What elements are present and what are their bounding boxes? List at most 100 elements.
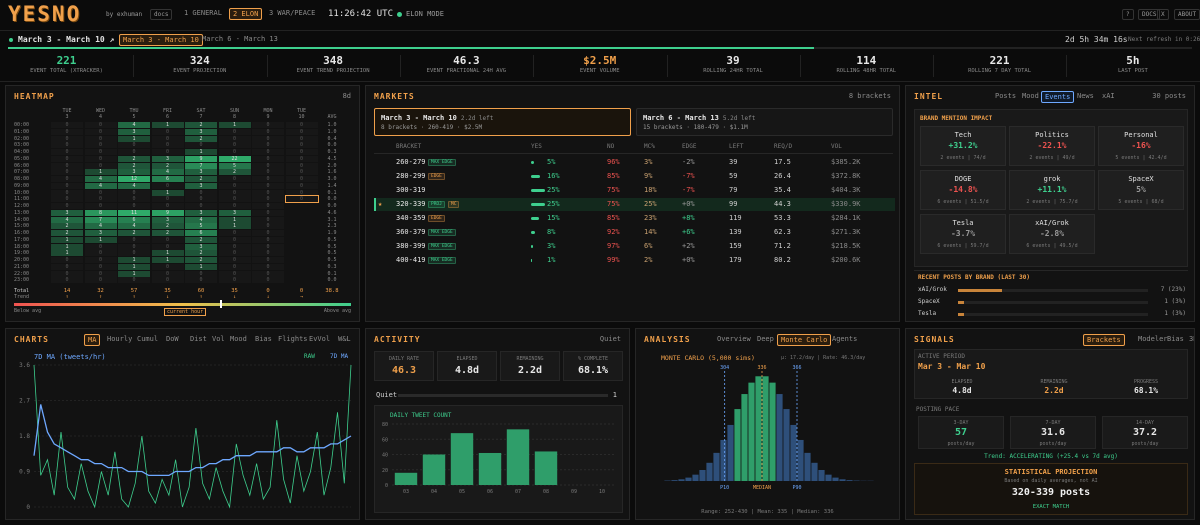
nav-tab[interactable]: MA xyxy=(84,334,101,346)
bar-track xyxy=(958,301,1148,304)
event-card-head: March 3 - March 10 2.2d left xyxy=(381,113,493,122)
hour-label: 17:00 xyxy=(14,236,30,243)
heat-cell: 0 xyxy=(84,149,117,155)
heat-cell: 6 xyxy=(151,176,184,182)
star-icon: ★ xyxy=(378,200,383,208)
nav-tab[interactable]: xAI xyxy=(1102,92,1115,100)
nav-tab[interactable]: News xyxy=(1077,92,1094,100)
heat-cell: 4 xyxy=(118,122,150,128)
stat-value: 68.1% xyxy=(577,365,609,376)
event-card-tab[interactable]: March 3 - March 10 2.2d left 8 brackets · … xyxy=(374,108,631,136)
pace-value: 57 xyxy=(954,427,968,438)
nav-tab[interactable]: EvVol xyxy=(309,335,331,343)
nav-tab[interactable]: Posts xyxy=(995,92,1017,100)
yes-price: 8% xyxy=(547,228,556,236)
nav-tab[interactable]: 2 ELON xyxy=(229,8,263,20)
nav-tab[interactable]: 3D xyxy=(1189,335,1194,343)
stat-value: 39 xyxy=(726,54,740,67)
tag: EDGE xyxy=(428,215,445,222)
nav-tab[interactable]: Bias xyxy=(255,335,272,343)
nav-tab[interactable]: Events xyxy=(1041,91,1075,103)
header-button[interactable]: X xyxy=(1157,9,1169,20)
divider xyxy=(666,55,668,77)
nav-tab[interactable]: Cumul xyxy=(137,335,159,343)
heat-cell: 0 xyxy=(151,203,184,209)
trend-value: ↑ xyxy=(98,294,102,300)
heat-cell: 0 xyxy=(118,142,150,149)
nav-tab[interactable]: 3 WAR/PEACE xyxy=(269,9,316,17)
nav-tab[interactable]: March 6 - March 13 xyxy=(202,35,278,43)
nav-tab[interactable]: Mood xyxy=(230,335,247,343)
nav-tab[interactable]: Flights xyxy=(278,335,308,343)
heat-cell: 0 xyxy=(252,182,284,189)
bar xyxy=(506,429,530,485)
nav-tab[interactable]: Vol xyxy=(212,335,225,343)
header-button[interactable]: ? xyxy=(1122,9,1134,20)
stat-label: REMAINING xyxy=(1040,379,1068,385)
heat-cell: 0 xyxy=(51,182,83,189)
header-button[interactable]: ABOUT xyxy=(1174,9,1200,20)
column-header: REQ/D xyxy=(774,143,793,150)
nav-tab[interactable]: Overview xyxy=(717,335,751,343)
req-per-day: 26.4 xyxy=(774,172,791,180)
nav-tab[interactable]: Monte Carlo xyxy=(777,334,832,346)
pace-box: 7-DAY 31.6 posts/day xyxy=(1010,416,1096,449)
column-header: BRACKET xyxy=(396,143,422,150)
hour-label: 11:00 xyxy=(14,196,30,203)
bar xyxy=(394,472,418,485)
nav-tab[interactable]: DoW xyxy=(166,335,179,343)
marker-value: 336 xyxy=(757,365,766,371)
avg-value: 4.6 xyxy=(327,209,337,216)
heat-cell: 0 xyxy=(218,189,251,196)
event-card-tab[interactable]: March 6 - March 13 5.2d left 15 brackets ·… xyxy=(636,108,893,136)
mc-prob: 3% xyxy=(644,158,653,166)
histogram-bar xyxy=(692,474,699,481)
heat-cell: 0 xyxy=(252,196,284,203)
heat-cell: 1 xyxy=(51,236,83,243)
header-button[interactable]: DOCS xyxy=(1138,9,1161,20)
nav-tab[interactable]: Modeler xyxy=(1138,335,1168,343)
no-price: 92% xyxy=(607,228,620,236)
brand-card: SpaceX 5% 5 events | 68/d xyxy=(1098,170,1184,210)
brand-change: -22.1% xyxy=(1037,141,1067,150)
docs-button[interactable]: docs xyxy=(150,9,173,20)
series-line xyxy=(33,404,352,477)
nav-tab[interactable]: Mood xyxy=(1022,92,1039,100)
status-dot xyxy=(9,38,13,42)
period-box xyxy=(914,349,1188,399)
avg-value: 0.0 xyxy=(327,196,337,203)
event-left: 2.2d left xyxy=(460,115,494,122)
heat-cell: 0 xyxy=(51,135,83,142)
nav-tab[interactable]: 1 GENERAL xyxy=(184,9,222,17)
nav-tab[interactable]: Agents xyxy=(832,335,858,343)
nav-tab[interactable]: March 3 - March 10 xyxy=(119,34,203,46)
heat-cell: 1 xyxy=(118,263,150,270)
hour-label: 04:00 xyxy=(14,149,30,155)
heat-cell: 1 xyxy=(218,216,251,223)
heat-cell: 0 xyxy=(285,135,318,142)
hour-label: 12:00 xyxy=(14,203,30,209)
nav-tab[interactable]: Dist xyxy=(190,335,207,343)
heat-cell: 0 xyxy=(252,216,284,223)
total-value: 0 xyxy=(266,288,270,294)
nav-tab[interactable]: Brackets xyxy=(1083,334,1125,346)
nav-tab[interactable]: Deep xyxy=(757,335,774,343)
heat-cell: 0 xyxy=(185,203,217,209)
heat-cell: 11 xyxy=(118,209,150,216)
nav-tab[interactable]: Hourly xyxy=(107,335,133,343)
total-value: 57 xyxy=(130,288,138,294)
y-tick-label: 2.7 xyxy=(19,398,30,405)
histogram-bar xyxy=(783,409,790,481)
nav-tab[interactable]: Bias xyxy=(1167,335,1184,343)
nav-tab[interactable]: W&L xyxy=(338,335,351,343)
legend-label: 7D MA xyxy=(330,353,349,360)
no-price: 75% xyxy=(607,200,620,208)
heat-cell: 0 xyxy=(284,195,319,204)
heat-cell: 0 xyxy=(51,196,83,203)
heat-cell: 0 xyxy=(218,176,251,182)
heat-cell: 0 xyxy=(285,142,318,149)
avg-value: 2.3 xyxy=(327,223,337,230)
y-tick-label: 0 xyxy=(26,504,30,511)
no-price: 99% xyxy=(607,256,620,264)
hour-label: 08:00 xyxy=(14,176,30,182)
